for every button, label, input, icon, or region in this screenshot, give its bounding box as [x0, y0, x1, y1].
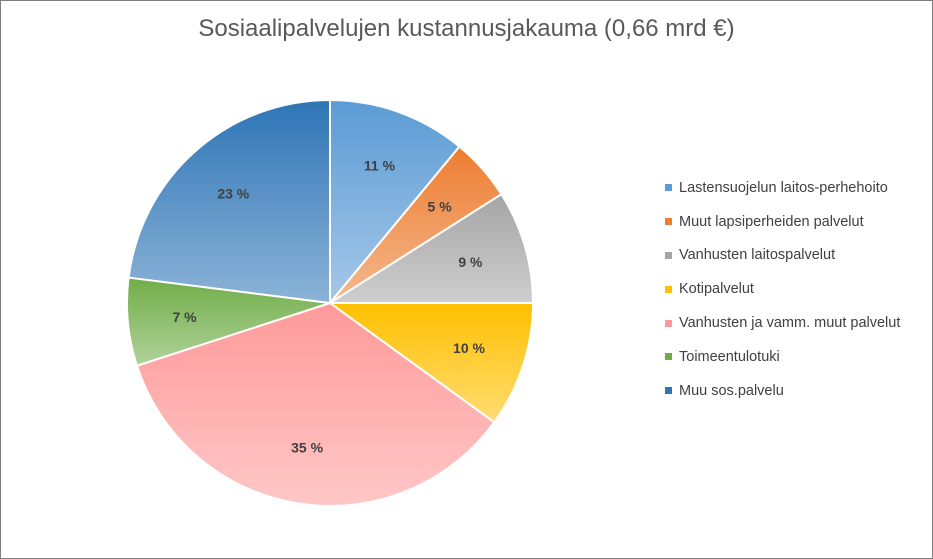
legend-label-1: Muut lapsiperheiden palvelut: [679, 213, 864, 230]
legend-item-1: Muut lapsiperheiden palvelut: [665, 205, 930, 239]
slice-data-label-4: 35 %: [291, 439, 323, 455]
pie-slice-2: [326, 192, 535, 304]
pie-slice-0: [329, 98, 461, 306]
legend-item-6: Muu sos.palvelu: [665, 374, 930, 408]
slice-data-label-1: 5 %: [428, 198, 453, 214]
legend-item-4: Vanhusten ja vamm. muut palvelut: [665, 306, 930, 340]
slice-data-label-0: 11 %: [364, 158, 396, 174]
legend-item-5: Toimeentulotuki: [665, 340, 930, 374]
legend-label-0: Lastensuojelun laitos-perhehoito: [679, 179, 888, 196]
legend-swatch-1: [665, 218, 672, 226]
slice-data-label-6: 23 %: [217, 185, 249, 201]
legend-swatch-5: [665, 353, 672, 361]
legend-label-5: Toimeentulotuki: [679, 348, 780, 365]
pie-slice-4: [135, 301, 496, 507]
pie-slice-6: [127, 98, 331, 305]
legend-swatch-2: [665, 251, 672, 259]
legend-swatch-0: [665, 184, 672, 192]
legend-label-2: Vanhusten laitospalvelut: [679, 247, 836, 264]
pie-slice-3: [326, 302, 535, 424]
chart-title: Sosiaalipalvelujen kustannusjakauma (0,6…: [198, 15, 735, 42]
slice-data-label-5: 7 %: [172, 309, 197, 325]
chart-legend: Lastensuojelun laitos-perhehoito Muut lap…: [665, 171, 930, 408]
legend-label-3: Kotipalvelut: [679, 281, 754, 298]
slice-data-label-3: 10 %: [453, 340, 485, 356]
slice-data-label-2: 9 %: [458, 254, 483, 270]
legend-label-4: Vanhusten ja vamm. muut palvelut: [679, 315, 901, 332]
legend-item-2: Vanhusten laitospalvelut: [665, 239, 930, 273]
legend-label-6: Muu sos.palvelu: [679, 382, 784, 399]
legend-swatch-3: [665, 285, 672, 293]
legend-item-0: Lastensuojelun laitos-perhehoito: [665, 171, 930, 205]
legend-swatch-4: [665, 319, 672, 327]
legend-item-3: Kotipalvelut: [665, 272, 930, 306]
legend-swatch-6: [665, 387, 672, 395]
